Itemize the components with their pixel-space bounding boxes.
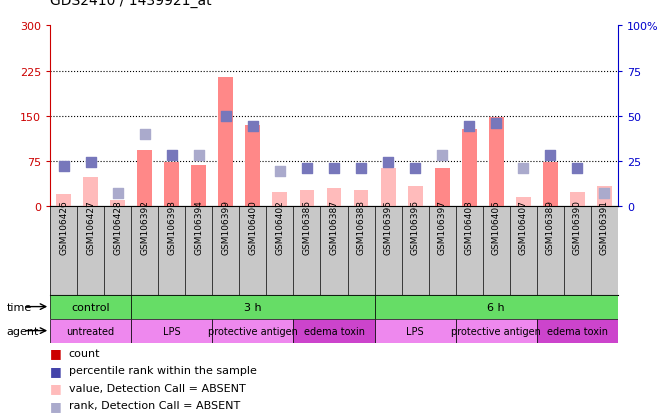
Bar <box>537 319 618 343</box>
Point <box>112 190 123 197</box>
Text: rank, Detection Call = ABSENT: rank, Detection Call = ABSENT <box>69 400 240 410</box>
Bar <box>131 319 212 343</box>
Point <box>58 163 69 170</box>
Point <box>409 165 420 172</box>
Point <box>464 124 474 131</box>
Text: agent: agent <box>7 326 39 336</box>
Point <box>518 165 528 172</box>
Bar <box>131 295 375 319</box>
Text: protective antigen: protective antigen <box>452 326 541 336</box>
Point <box>302 165 313 172</box>
Bar <box>218 77 233 206</box>
Point <box>383 160 393 166</box>
Bar <box>138 151 152 206</box>
Text: ■: ■ <box>50 347 62 360</box>
Text: percentile rank within the sample: percentile rank within the sample <box>69 366 257 375</box>
Point <box>248 124 259 131</box>
Text: LPS: LPS <box>163 326 180 336</box>
Bar <box>353 190 369 206</box>
Bar <box>407 187 423 206</box>
Bar <box>327 188 341 206</box>
Bar <box>84 177 98 206</box>
Point <box>599 190 610 197</box>
Point <box>194 152 204 159</box>
Bar <box>516 197 530 206</box>
Bar <box>381 169 395 206</box>
Point <box>86 160 96 166</box>
Bar <box>570 193 584 206</box>
Bar <box>191 165 206 206</box>
Text: edema toxin: edema toxin <box>303 326 365 336</box>
Point <box>437 152 448 159</box>
Bar <box>435 169 450 206</box>
Point <box>220 113 231 120</box>
Bar <box>543 163 558 206</box>
Point <box>275 169 285 175</box>
Bar <box>273 193 287 206</box>
Point <box>166 152 177 159</box>
Point <box>491 120 502 127</box>
Bar <box>110 200 125 206</box>
Text: edema toxin: edema toxin <box>547 326 608 336</box>
Text: ■: ■ <box>50 364 62 377</box>
Text: control: control <box>71 302 110 312</box>
Bar <box>462 129 477 206</box>
Text: untreated: untreated <box>67 326 115 336</box>
Bar <box>245 125 261 206</box>
Text: 3 h: 3 h <box>244 302 262 312</box>
Bar <box>489 117 504 206</box>
Point <box>572 165 582 172</box>
Text: protective antigen: protective antigen <box>208 326 298 336</box>
Bar <box>164 163 179 206</box>
Point <box>140 131 150 138</box>
Bar <box>375 319 456 343</box>
Text: LPS: LPS <box>406 326 424 336</box>
Text: ■: ■ <box>50 399 62 412</box>
Text: 6 h: 6 h <box>488 302 505 312</box>
Bar <box>50 295 131 319</box>
Bar <box>597 187 612 206</box>
Bar <box>56 194 71 206</box>
Text: time: time <box>7 302 32 312</box>
Text: GDS2410 / 1439921_at: GDS2410 / 1439921_at <box>50 0 212 8</box>
Bar <box>456 319 537 343</box>
Point <box>545 152 556 159</box>
Text: count: count <box>69 348 100 358</box>
Text: ■: ■ <box>50 381 62 394</box>
Bar <box>50 319 131 343</box>
Text: value, Detection Call = ABSENT: value, Detection Call = ABSENT <box>69 383 246 393</box>
Bar <box>375 295 618 319</box>
Point <box>329 165 339 172</box>
Bar <box>212 319 293 343</box>
Point <box>355 165 366 172</box>
Bar <box>293 319 375 343</box>
Bar <box>299 190 315 206</box>
